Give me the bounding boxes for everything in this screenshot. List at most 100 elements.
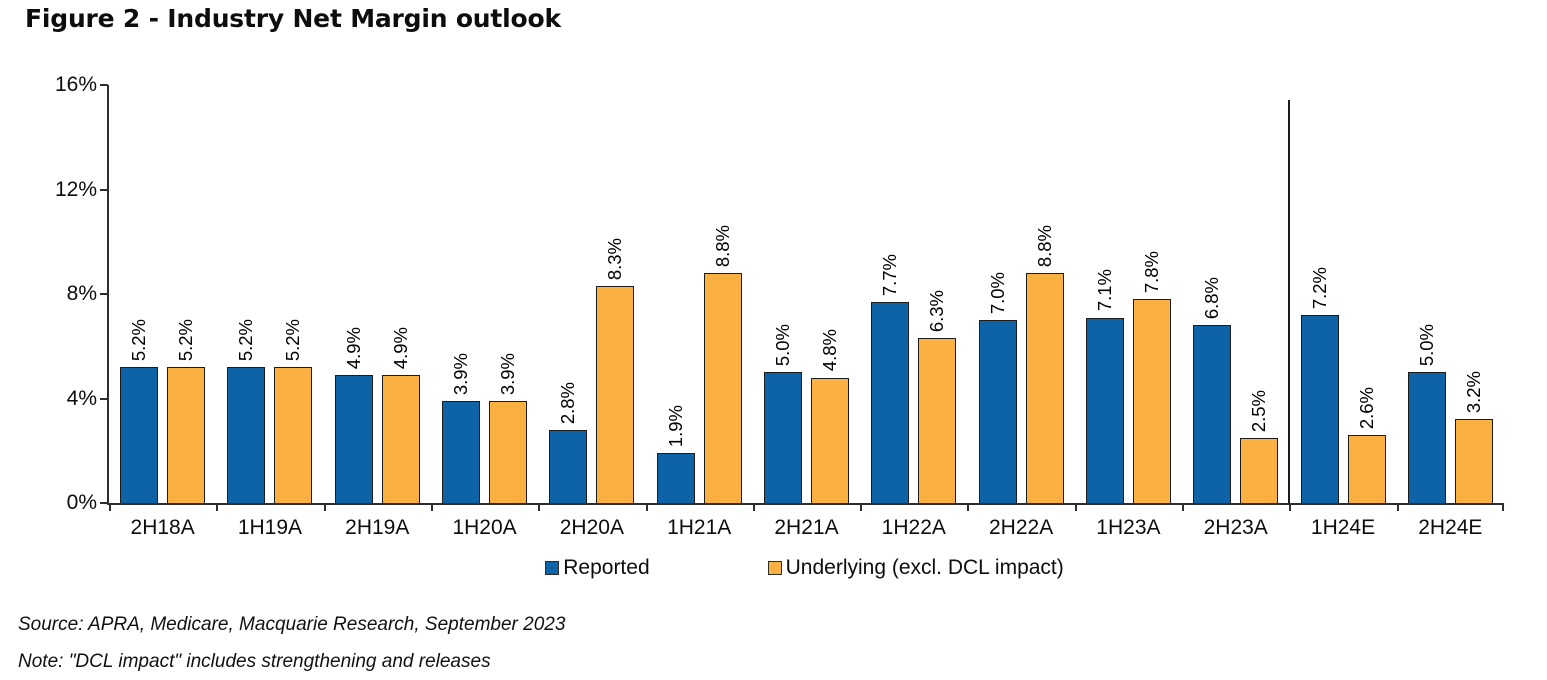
x-category-label: 2H18A (130, 516, 195, 539)
bar-value-label: 4.9% (342, 326, 364, 369)
legend-label-reported: Reported (563, 556, 650, 579)
y-axis-tick (100, 502, 108, 504)
bar-value-label: 7.0% (986, 271, 1008, 315)
bar-value-label: 7.2% (1308, 266, 1330, 309)
x-category-label: 2H24E (1418, 516, 1483, 539)
underlying-swatch-icon (767, 561, 782, 575)
x-category-label: 1H19A (237, 516, 303, 539)
bar-value-label: 5.2% (175, 318, 197, 362)
x-axis-tick (1182, 503, 1185, 511)
bar-value-label: 5.0% (772, 324, 793, 367)
bar-underlying (381, 375, 420, 503)
bar-reported (120, 367, 159, 503)
bar-value-label: 7.7% (879, 253, 901, 296)
x-axis-tick (538, 503, 541, 511)
bar-underlying (1132, 299, 1171, 503)
x-category-label: 1H21A (667, 516, 732, 539)
x-category-label: 1H23A (1096, 516, 1161, 539)
y-axis-tick-label: 0% (66, 491, 97, 514)
x-axis-tick (109, 503, 111, 511)
note-text: Note: "DCL impact" includes strengthenin… (18, 651, 491, 672)
bar-reported (1300, 314, 1339, 503)
y-axis-tick (100, 397, 108, 400)
bar-underlying (1025, 273, 1064, 503)
bar-value-label: 7.1% (1093, 269, 1115, 312)
legend-item-underlying: Underlying (excl. DCL impact) (767, 556, 1064, 580)
x-axis-tick (1289, 503, 1292, 511)
bar-underlying (1347, 435, 1386, 503)
legend-item-reported: Reported (545, 556, 650, 580)
bar-reported (1407, 372, 1446, 503)
x-axis-tick (752, 503, 755, 511)
bar-value-label: 2.6% (1355, 386, 1377, 430)
x-category-label: 2H19A (345, 516, 410, 539)
bar-underlying (596, 286, 635, 503)
y-axis-tick (100, 188, 108, 191)
bar-underlying (489, 401, 528, 503)
bar-value-label: 6.8% (1201, 277, 1223, 320)
y-axis-tick-label: 12% (54, 177, 97, 201)
bar-value-label: 7.8% (1140, 251, 1162, 294)
bar-value-label: 5.0% (1415, 324, 1437, 367)
x-axis-tick (1502, 503, 1504, 511)
bar-value-label: 2.5% (1248, 389, 1270, 432)
plot-area: 0% 4% 8% 12% 16% 5.2% 5.2% 2H18A 5.2% 5.2% 1H19A 4.… (55, 74, 1504, 539)
bar-underlying (703, 273, 742, 503)
bar-value-label: 6.3% (926, 290, 948, 333)
bar-reported (656, 453, 695, 503)
bar-underlying (1240, 437, 1279, 503)
y-axis-tick (100, 293, 108, 295)
bar-value-label: 8.8% (711, 224, 733, 268)
bar-value-label: 5.2% (235, 318, 257, 362)
y-axis-tick-label: 8% (66, 282, 97, 305)
bar-reported (978, 320, 1017, 503)
bar-reported (227, 367, 266, 503)
forecast-divider-line (1288, 100, 1291, 503)
bar-value-label: 4.9% (389, 326, 411, 369)
x-category-label: 1H24E (1310, 516, 1376, 539)
x-category-label: 2H22A (988, 516, 1054, 539)
reported-swatch-icon (545, 561, 560, 575)
x-axis-tick (1396, 503, 1399, 511)
bar-value-label: 5.2% (128, 318, 150, 362)
bar-underlying (1454, 419, 1493, 503)
bar-underlying (811, 377, 849, 503)
x-axis-tick (967, 503, 970, 511)
x-category-label: 1H22A (881, 516, 946, 539)
x-category-label: 2H23A (1203, 516, 1268, 539)
x-axis-tick (860, 503, 863, 511)
bar-reported (1085, 317, 1124, 503)
bar-value-label: 2.8% (557, 381, 579, 424)
source-text: Source: APRA, Medicare, Macquarie Resear… (18, 614, 566, 635)
bar-value-label: 8.8% (1033, 224, 1055, 268)
bar-reported (334, 375, 373, 503)
bar-value-label: 3.9% (497, 352, 519, 396)
figure-title: Figure 2 - Industry Net Margin outlook (25, 4, 561, 33)
bar-value-label: 1.9% (664, 405, 686, 448)
y-axis-tick-label: 4% (66, 386, 97, 410)
bar-reported (1193, 325, 1232, 503)
bar-reported (764, 372, 802, 503)
bar-value-label: 4.8% (819, 329, 840, 372)
legend-label-underlying: Underlying (excl. DCL impact) (785, 556, 1064, 579)
bar-reported (871, 301, 910, 503)
bar-value-label: 3.9% (450, 352, 472, 396)
bar-reported (442, 401, 481, 503)
chart-legend: Reported Underlying (excl. DCL impact) (107, 556, 1502, 580)
bar-underlying (167, 367, 206, 503)
bar-value-label: 3.2% (1462, 371, 1484, 414)
bar-reported (549, 429, 588, 503)
x-category-label: 2H21A (774, 516, 839, 539)
y-axis-tick (100, 84, 108, 86)
bar-underlying (918, 338, 957, 503)
x-axis-tick (216, 503, 219, 511)
y-axis-tick-label: 16% (54, 73, 97, 96)
x-category-label: 1H20A (452, 516, 517, 539)
x-axis-tick (430, 503, 433, 511)
x-axis-tick (1074, 503, 1077, 511)
x-axis-tick (645, 503, 648, 511)
bar-value-label: 8.3% (604, 238, 626, 281)
x-category-label: 2H20A (559, 516, 624, 539)
bar-underlying (274, 367, 313, 503)
